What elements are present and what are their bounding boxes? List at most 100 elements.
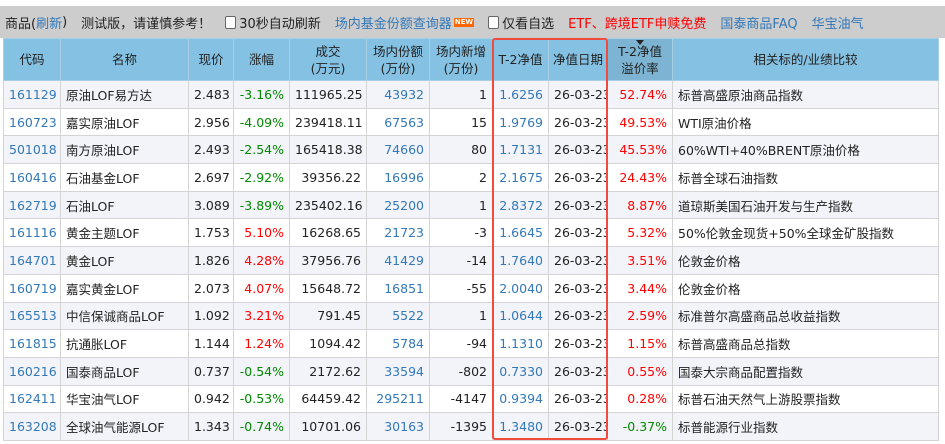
cell-nav-date: 26-03-23 <box>548 329 608 358</box>
header-label: T-2净值 <box>618 43 662 59</box>
column-header-volume[interactable]: 成交 (万元) <box>289 38 367 81</box>
query-link-label[interactable]: 场内基金份额查询器 <box>334 16 452 32</box>
cell-t2-nav[interactable]: 1.7131 <box>492 135 549 165</box>
cell-shares[interactable]: 5522 <box>366 301 430 331</box>
cell-code[interactable]: 162719 <box>3 190 61 220</box>
column-header-nav-date[interactable]: 净值日期 <box>548 38 608 81</box>
cell-shares[interactable]: 295211 <box>366 384 430 414</box>
column-header-code[interactable]: 代码 <box>3 38 61 81</box>
cell-premium: 45.53% <box>607 135 673 165</box>
cell-t2-nav[interactable]: 1.1310 <box>492 329 549 358</box>
cell-t2-nav[interactable]: 1.6645 <box>492 218 549 248</box>
header-label: (万份) <box>380 60 416 76</box>
cell-shares[interactable]: 41429 <box>366 246 430 275</box>
header-label: 相关标的/业绩比较 <box>753 52 858 67</box>
cell-benchmark: 标普石油天然气上游股票指数 <box>672 384 939 414</box>
cell-shares[interactable]: 16996 <box>366 163 430 192</box>
cell-nav-date: 26-03-23 <box>548 301 608 331</box>
huabao-link[interactable]: 华宝油气 <box>811 16 864 32</box>
auto-refresh-toggle[interactable]: 30秒自动刷新 <box>225 13 321 32</box>
column-header-name[interactable]: 名称 <box>60 38 189 81</box>
cell-t2-nav[interactable]: 2.0040 <box>492 273 549 303</box>
cell-shares[interactable]: 33594 <box>366 356 430 386</box>
table-row: 160416 石油基金LOF 2.697 -2.92% 39356.22 16996 2 2.… <box>3 163 939 192</box>
table-row: 165513 中信保诚商品LOF 1.092 3.21% 791.45 5522 1 1.06… <box>3 301 939 331</box>
cell-name: 全球油气能源LOF <box>60 412 189 441</box>
cell-t2-nav[interactable]: 1.3480 <box>492 412 549 441</box>
cell-t2-nav[interactable]: 2.1675 <box>492 163 549 192</box>
header-label: 代码 <box>19 52 45 67</box>
cell-premium: 5.32% <box>607 218 673 248</box>
column-header-benchmark[interactable]: 相关标的/业绩比较 <box>672 38 939 81</box>
cell-code[interactable]: 161116 <box>3 218 61 248</box>
column-header-price[interactable]: 现价 <box>188 38 234 81</box>
cell-shares[interactable]: 43932 <box>366 80 430 109</box>
cell-code[interactable]: 165513 <box>3 301 61 331</box>
table-row: 164701 黄金LOF 1.826 4.28% 37956.76 41429 -14 1.7… <box>3 246 939 275</box>
cell-code[interactable]: 160719 <box>3 273 61 303</box>
new-badge-icon: NEW <box>453 17 475 27</box>
table-row: 501018 南方原油LOF 2.493 -2.54% 165418.38 74660 80… <box>3 135 939 165</box>
cell-name: 石油LOF <box>60 190 189 220</box>
cell-shares[interactable]: 25200 <box>366 190 430 220</box>
cell-t2-nav[interactable]: 1.6256 <box>492 80 549 109</box>
table-row: 162719 石油LOF 3.089 -3.89% 235402.16 25200 1 2.8… <box>3 190 939 220</box>
cell-volume: 239418.11 <box>289 107 367 137</box>
column-header-change[interactable]: 涨幅 <box>233 38 290 81</box>
commodity-lof-table: 代码 名称 现价 涨幅 成交 (万元) 场内份额 (万份) 场内新增 (万份) T-2净值 净值日期 T… <box>3 38 939 441</box>
cell-t2-nav[interactable]: 0.7330 <box>492 356 549 386</box>
cell-benchmark: 标普高盛商品总指数 <box>672 329 939 358</box>
cell-code[interactable]: 164701 <box>3 246 61 275</box>
auto-refresh-checkbox[interactable] <box>225 15 237 29</box>
cell-shares[interactable]: 30163 <box>366 412 430 441</box>
header-label: 涨幅 <box>248 52 274 67</box>
header-label: (万元) <box>310 60 346 76</box>
cell-volume: 10701.06 <box>289 412 367 441</box>
column-header-t2-nav[interactable]: T-2净值 <box>492 38 549 81</box>
cell-code[interactable]: 161815 <box>3 329 61 358</box>
cell-code[interactable]: 161129 <box>3 80 61 109</box>
cell-change: 3.21% <box>233 301 290 331</box>
cell-price: 1.826 <box>188 246 234 275</box>
cell-shares[interactable]: 74660 <box>366 135 430 165</box>
cell-new-shares: 1 <box>429 80 493 109</box>
etf-promo-link[interactable]: ETF、跨境ETF申赎免费 <box>568 16 707 32</box>
cell-change: -3.89% <box>233 190 290 220</box>
header-label: 场内新增 <box>435 43 486 59</box>
header-row: 代码 名称 现价 涨幅 成交 (万元) 场内份额 (万份) 场内新增 (万份) T-2净值 净值日期 T… <box>3 38 939 81</box>
column-header-premium[interactable]: T-2净值 溢价率 <box>607 38 673 81</box>
test-notice: 测试版，请谨慎参考！ <box>81 16 212 32</box>
refresh-link[interactable]: 刷新 <box>36 16 63 32</box>
cell-shares[interactable]: 16851 <box>366 273 430 303</box>
cell-new-shares: -4147 <box>429 384 493 414</box>
cell-t2-nav[interactable]: 2.8372 <box>492 190 549 220</box>
cell-benchmark: 标普能源行业指数 <box>672 412 939 441</box>
cell-t2-nav[interactable]: 1.9769 <box>492 107 549 137</box>
cell-name: 嘉实原油LOF <box>60 107 189 137</box>
cell-price: 2.493 <box>188 135 234 165</box>
cell-volume: 235402.16 <box>289 190 367 220</box>
cell-code[interactable]: 160723 <box>3 107 61 137</box>
column-header-shares[interactable]: 场内份额 (万份) <box>366 38 430 81</box>
cell-price: 1.092 <box>188 301 234 331</box>
cell-t2-nav[interactable]: 1.0644 <box>492 301 549 331</box>
cell-shares[interactable]: 5784 <box>366 329 430 358</box>
cell-code[interactable]: 501018 <box>3 135 61 165</box>
cell-premium: 49.53% <box>607 107 673 137</box>
favorites-checkbox[interactable] <box>488 15 500 29</box>
only-favorites-toggle[interactable]: 仅看自选 <box>488 13 554 32</box>
cell-code[interactable]: 160216 <box>3 356 61 386</box>
cell-code[interactable]: 162411 <box>3 384 61 414</box>
faq-link[interactable]: 国泰商品FAQ <box>720 16 798 32</box>
cell-benchmark: 道琼斯美国石油开发与生产指数 <box>672 190 939 220</box>
cell-t2-nav[interactable]: 1.7640 <box>492 246 549 275</box>
cell-code[interactable]: 160416 <box>3 163 61 192</box>
cell-t2-nav[interactable]: 0.9394 <box>492 384 549 414</box>
cell-premium: 0.55% <box>607 356 673 386</box>
cell-nav-date: 26-03-23 <box>548 107 608 137</box>
column-header-new-shares[interactable]: 场内新增 (万份) <box>429 38 493 81</box>
cell-shares[interactable]: 67563 <box>366 107 430 137</box>
cell-shares[interactable]: 21723 <box>366 218 430 248</box>
fund-share-query-link[interactable]: 场内基金份额查询器 NEW <box>334 13 475 32</box>
cell-code[interactable]: 163208 <box>3 412 61 441</box>
